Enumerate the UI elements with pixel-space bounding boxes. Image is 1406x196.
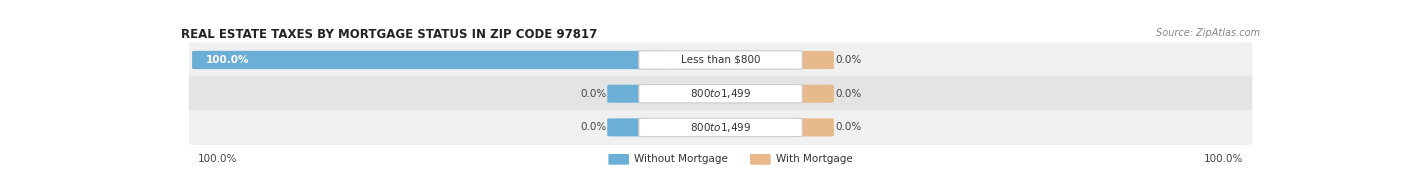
Text: 0.0%: 0.0% (835, 55, 862, 65)
FancyBboxPatch shape (793, 51, 834, 69)
FancyBboxPatch shape (607, 85, 648, 103)
FancyBboxPatch shape (749, 154, 770, 165)
Text: 0.0%: 0.0% (835, 122, 862, 132)
Text: 0.0%: 0.0% (579, 122, 606, 132)
Text: 100.0%: 100.0% (207, 55, 250, 65)
FancyBboxPatch shape (193, 51, 672, 69)
Text: Source: ZipAtlas.com: Source: ZipAtlas.com (1156, 28, 1260, 38)
FancyBboxPatch shape (607, 118, 648, 136)
Text: 100.0%: 100.0% (1204, 154, 1244, 164)
Text: Less than $800: Less than $800 (681, 55, 761, 65)
Text: 100.0%: 100.0% (197, 154, 238, 164)
Text: $800 to $1,499: $800 to $1,499 (690, 121, 751, 134)
Text: 0.0%: 0.0% (579, 89, 606, 99)
Text: With Mortgage: With Mortgage (776, 154, 853, 164)
FancyBboxPatch shape (638, 118, 803, 137)
FancyBboxPatch shape (609, 154, 628, 165)
Text: REAL ESTATE TAXES BY MORTGAGE STATUS IN ZIP CODE 97817: REAL ESTATE TAXES BY MORTGAGE STATUS IN … (181, 28, 598, 41)
FancyBboxPatch shape (638, 84, 803, 103)
FancyBboxPatch shape (188, 42, 1253, 78)
Text: $800 to $1,499: $800 to $1,499 (690, 87, 751, 100)
Text: Without Mortgage: Without Mortgage (634, 154, 728, 164)
Text: 0.0%: 0.0% (835, 89, 862, 99)
FancyBboxPatch shape (188, 76, 1253, 111)
FancyBboxPatch shape (793, 85, 834, 103)
FancyBboxPatch shape (638, 51, 803, 69)
FancyBboxPatch shape (188, 110, 1253, 145)
FancyBboxPatch shape (793, 118, 834, 136)
